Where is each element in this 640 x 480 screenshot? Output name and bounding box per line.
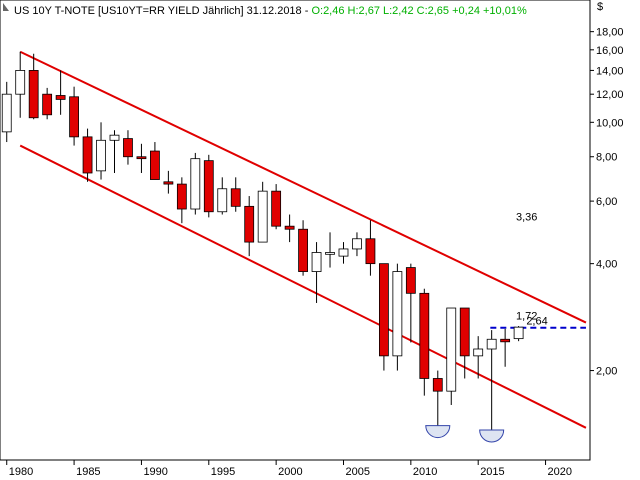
candle-body [150,150,160,180]
low-marker [479,429,505,443]
candle-body [432,378,443,392]
y-tick-label: 4,00 [596,259,617,271]
candle-body [1,93,12,133]
candle-body [513,326,524,340]
candle-body [69,96,79,138]
level-label: 2,64 [526,316,547,328]
candle-body [459,307,470,357]
candle-body [311,252,322,272]
candle-body [55,95,66,100]
x-tick-label: 1990 [143,466,167,478]
y-tick-label: 14,00 [596,65,624,77]
candle-body [405,267,416,294]
candle-body [271,190,282,227]
candle-body [244,205,255,243]
low-marker [425,425,451,439]
candle-body [257,190,268,243]
x-tick-label: 2000 [278,466,302,478]
currency: $ [597,1,603,13]
candle-body [379,263,389,357]
candle-body [163,181,174,185]
candle-body [176,183,187,210]
candle-body [190,158,201,210]
x-tick-label: 2015 [480,466,504,478]
candle-body [109,134,120,141]
y-tick-label: 6,00 [596,196,617,208]
x-tick-label: 1985 [76,466,100,478]
x-tick-label: 2005 [345,466,369,478]
candle-body [352,238,362,250]
candle-body [123,138,133,158]
y-tick-label: 18,00 [596,27,624,39]
y-tick-label: 12,00 [596,89,624,101]
quote: O:2,46 H:2,67 L:2,42 C:2,65 +0,24 +10,01… [311,5,526,17]
candle-body [473,348,484,357]
x-tick-label: 2010 [413,466,437,478]
plot-frame [0,0,591,461]
candle-body [486,338,497,350]
candle-body [325,252,335,255]
x-tick-label: 1995 [211,466,235,478]
trend-label: 1,72 [516,310,537,322]
candle-body [230,188,241,207]
title: US 10Y T-NOTE [US10YT=RR YIELD Jährlich]… [14,5,309,17]
candle-body [446,307,457,392]
menu-icon [3,3,9,11]
x-tick-label: 2020 [548,466,572,478]
candle-body [42,93,53,116]
candle-body [298,228,308,272]
y-tick-label: 8,00 [596,152,617,164]
candle-body [419,292,430,379]
y-tick-label: 16,00 [596,45,624,57]
candle-body [96,139,106,172]
candle-body [392,271,403,357]
candle-body [203,160,214,213]
x-tick-label: 1980 [9,466,33,478]
chart-title: US 10Y T-NOTE [US10YT=RR YIELD Jährlich]… [14,5,527,17]
candle-body [136,156,147,160]
candle-body [365,238,376,265]
y-tick-label: 10,00 [596,117,624,129]
candle-body [284,225,295,230]
trend-line [19,50,587,324]
candle-body [217,188,228,213]
trend-label: 3,36 [516,212,537,224]
candle-body [82,136,93,174]
y-tick-label: 2,00 [596,366,617,378]
candle-body [500,338,511,343]
candle-body [338,248,349,257]
candle-body [15,70,26,95]
candle-body [28,70,39,119]
